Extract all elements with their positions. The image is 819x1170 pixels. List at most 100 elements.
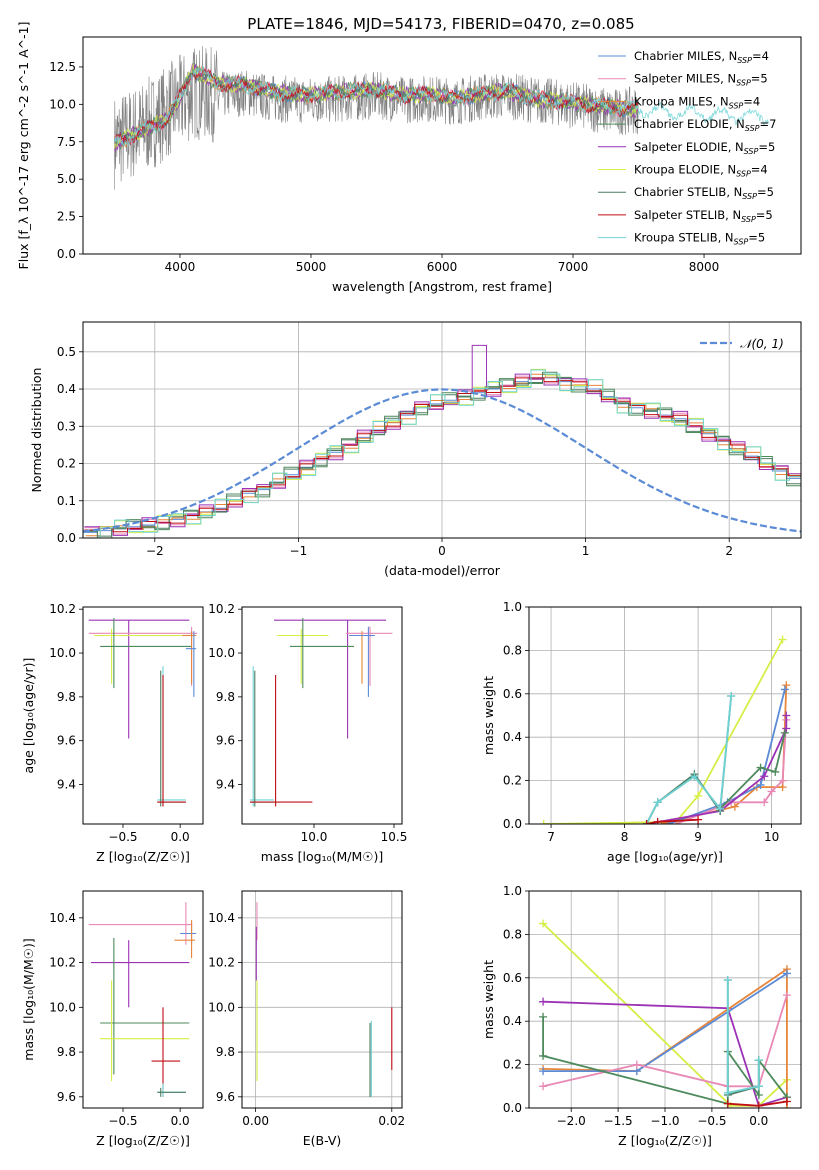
y-tick-label: 0.8	[503, 643, 522, 657]
grid	[242, 891, 402, 1108]
x-axis-label: E(B-V)	[303, 1133, 342, 1148]
plus-marker-kroupa-stelib	[723, 1088, 732, 1097]
plot-area	[529, 607, 801, 824]
plus-marker-kroupa-elodie	[694, 791, 703, 800]
y-tick-label: 10.0	[49, 97, 76, 111]
histogram-chabrier-elodie	[83, 371, 801, 538]
x-tick-label: 4000	[165, 260, 196, 274]
axes-frame	[528, 890, 802, 1109]
legend-subscript: SSP	[734, 238, 749, 247]
legend-subscript: SSP	[729, 101, 744, 110]
y-tick-label: 10.0	[49, 646, 76, 660]
x-tick-label: −2	[146, 544, 164, 558]
legend-suffix: =5	[751, 72, 768, 86]
y-tick-label: 0.2	[503, 774, 522, 788]
y-tick-label: 0.8	[503, 927, 522, 941]
legend-suffix: =5	[756, 208, 773, 222]
model-kroupa-elodie-line	[114, 63, 639, 149]
plus-marker-salpeter-elodie	[539, 997, 548, 1006]
weight-line-chabrier-miles	[668, 689, 786, 824]
y-tick-label: 0.0	[57, 247, 76, 261]
x-tick-label: −0.5	[108, 1114, 137, 1128]
y-tick-label: 9.4	[57, 778, 76, 792]
plus-marker-kroupa-miles	[782, 681, 791, 690]
x-tick-label: 7	[547, 830, 555, 844]
y-tick-label: 0.0	[57, 531, 76, 545]
y-axis-label: mass weight	[481, 676, 496, 755]
axes-frame	[82, 321, 802, 539]
legend-entry: Salpeter MILES, NSSP=5	[634, 72, 768, 88]
y-tick-label: 10.0	[208, 1000, 235, 1014]
y-tick-label: 9.8	[57, 690, 76, 704]
x-axis-label: Z [log₁₀(Z/Z☉)]	[96, 849, 190, 864]
x-tick-label: 1	[582, 544, 590, 558]
plot-area	[88, 902, 197, 1097]
x-tick-label: −1.5	[604, 1114, 633, 1128]
chart-panel-6: −0.5 0.0 9.6 9.8 10.0 10.2 10.4 Z [log₁₀(Z/Z☉)]…	[21, 890, 204, 1148]
legend-subscript: SSP	[744, 147, 759, 156]
weight-line-kroupa-miles	[543, 967, 788, 1108]
y-tick-label: 0.4	[57, 382, 76, 396]
plot-area	[83, 322, 801, 538]
legend-subscript: SSP	[745, 124, 760, 133]
plus-marker-chabrier-miles	[782, 969, 791, 978]
plus-marker-kroupa-elodie	[778, 635, 787, 644]
y-tick-label: 0.2	[57, 457, 76, 471]
x-tick-label: −1	[290, 544, 308, 558]
y-axis-label: Normed distribution	[29, 368, 44, 493]
y-tick-label: 9.4	[216, 778, 235, 792]
legend-suffix: =5	[757, 185, 774, 199]
chart-panel-4: 10.0 10.5 9.4 9.6 9.8 10.0 10.2 mass [log₁₀(M/M…	[208, 602, 407, 864]
plus-marker-chabrier-elodie	[539, 1051, 548, 1060]
plot-area	[250, 617, 393, 807]
x-axis-label: age [log₁₀(age/yr)]	[607, 849, 723, 864]
chart-panel-3: −0.5 0.0 9.4 9.6 9.8 10.0 10.2 Z [log₁₀(Z/Z☉)] a…	[21, 602, 204, 864]
model-kroupa-stelib-line	[114, 65, 770, 147]
axes-frame	[528, 606, 802, 825]
plus-marker-kroupa-stelib	[653, 798, 662, 807]
plus-marker-kroupa-stelib	[754, 1056, 763, 1065]
x-axis-label: wavelength [Angstrom, rest frame]	[332, 279, 552, 294]
x-tick-label: −0.5	[697, 1114, 726, 1128]
y-tick-label: 10.4	[49, 911, 76, 925]
x-tick-label: 0.0	[749, 1114, 768, 1128]
weight-line-kroupa-elodie	[542, 922, 788, 1107]
grid	[529, 607, 801, 824]
y-tick-label: 10.0	[208, 646, 235, 660]
plus-marker-salpeter-miles	[778, 776, 787, 785]
plus-marker-salpeter-miles	[767, 787, 776, 796]
plot-area	[88, 617, 198, 807]
plus-marker-salpeter-miles	[539, 1082, 548, 1091]
grid	[529, 891, 801, 1108]
plus-marker-salpeter-stelib	[723, 1099, 732, 1108]
plus-marker-kroupa-stelib	[727, 691, 736, 700]
x-tick-label: 8	[621, 830, 629, 844]
axes-frame	[241, 890, 403, 1109]
x-tick-label: −2.0	[557, 1114, 586, 1128]
plus-marker-kroupa-stelib	[716, 804, 725, 813]
y-tick-label: 0.3	[57, 419, 76, 433]
legend-suffix: =4	[752, 49, 769, 63]
legend-suffix: =5	[758, 140, 775, 154]
legend-subscript: SSP	[742, 192, 757, 201]
model-salpeter-stelib-line	[114, 68, 639, 146]
weight-line-salpeter-elodie	[543, 1000, 788, 1107]
chart-panel-1: 4000 5000 6000 7000 8000 0.0 2.5 5.0 7.5 10.0 12.5…	[16, 22, 802, 294]
plus-marker-salpeter-stelib	[694, 815, 703, 824]
chart-panel-7: 0.00 0.02 9.6 9.8 10.0 10.2 10.4 E(B-V)	[208, 890, 405, 1148]
plus-marker-kroupa-elodie	[539, 919, 548, 928]
y-tick-label: 0.2	[503, 1058, 522, 1072]
y-tick-label: 0.1	[57, 494, 76, 508]
y-tick-label: 0.6	[503, 687, 522, 701]
y-tick-label: 1.0	[503, 884, 522, 898]
y-tick-label: 0.6	[503, 971, 522, 985]
y-tick-label: 12.5	[49, 60, 76, 74]
plus-marker-salpeter-miles	[632, 1060, 641, 1069]
plot-area	[529, 891, 801, 1108]
histogram-salpeter-elodie	[84, 344, 801, 536]
x-tick-label: 6000	[427, 260, 458, 274]
weight-line-chabrier-stelib	[726, 980, 760, 1097]
y-tick-label: 9.6	[57, 734, 76, 748]
plus-marker-chabrier-elodie	[771, 767, 780, 776]
